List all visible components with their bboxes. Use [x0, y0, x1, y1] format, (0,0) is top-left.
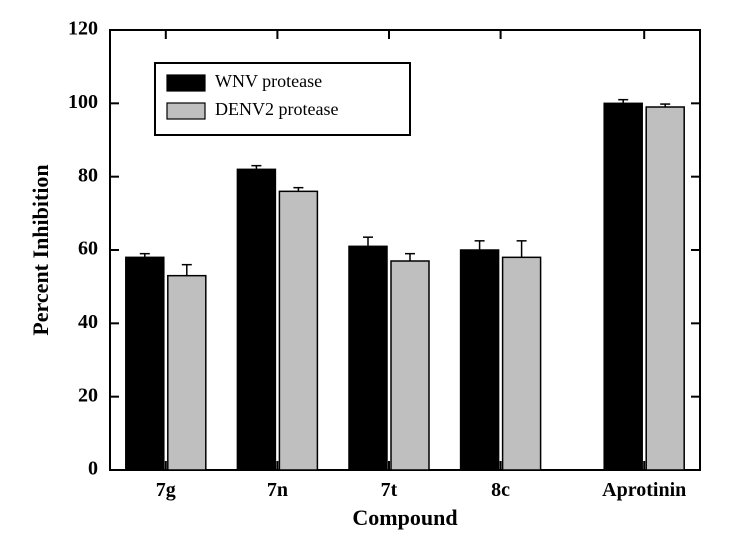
bar	[391, 261, 429, 470]
bar	[237, 169, 275, 470]
x-tick-label: 7g	[156, 479, 176, 501]
bar	[279, 191, 317, 470]
bar	[604, 103, 642, 470]
x-tick-label: 8c	[491, 479, 510, 501]
y-tick-label: 60	[78, 238, 98, 260]
legend-swatch	[167, 103, 205, 119]
chart-svg: 0 20 40 60 80 100 120 Percent Inhibition Compoun…	[0, 0, 750, 539]
x-tick-label: 7n	[267, 479, 288, 501]
legend-swatch	[167, 75, 205, 91]
y-tick-label: 120	[68, 18, 98, 40]
x-tick-label: 7t	[381, 479, 398, 501]
x-axis-label: Compound	[352, 505, 457, 530]
bar	[349, 246, 387, 470]
y-tick-label: 100	[68, 91, 98, 113]
bar	[646, 107, 684, 470]
bar	[168, 276, 206, 470]
y-tick-label: 40	[78, 311, 98, 333]
y-tick-label: 20	[78, 384, 98, 406]
bar	[503, 257, 541, 470]
legend-label: WNV protease	[215, 71, 322, 91]
y-axis-label: Percent Inhibition	[28, 164, 53, 335]
y-tick-label: 80	[78, 164, 98, 186]
inhibition-bar-chart: 0 20 40 60 80 100 120 Percent Inhibition Compoun…	[0, 0, 750, 539]
y-tick-label: 0	[88, 458, 98, 480]
bar	[461, 250, 499, 470]
bar	[126, 257, 164, 470]
legend-label: DENV2 protease	[215, 99, 338, 119]
x-tick-label: Aprotinin	[602, 479, 686, 501]
